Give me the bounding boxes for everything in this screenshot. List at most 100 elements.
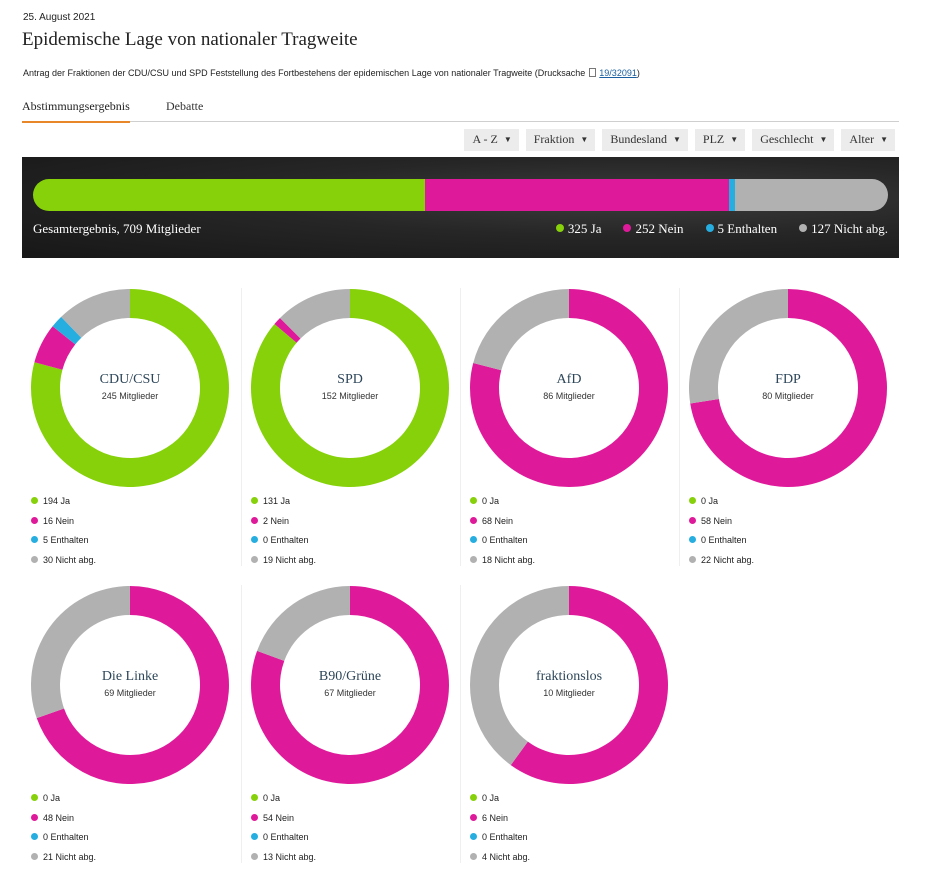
donut-slice-enthalten: [52, 316, 82, 345]
legend-item-nein: 68 Nein: [470, 512, 535, 532]
legend-text-nicht: 19 Nicht abg.: [263, 554, 317, 565]
legend-item-enthalten: 0 Enthalten: [689, 531, 754, 551]
total-legend: 325 Ja 252 Nein 5 Enthalten 127 Nicht ab…: [555, 221, 888, 237]
legend-text-nicht: 13 Nicht abg.: [263, 851, 317, 862]
nicht-dot: [251, 852, 258, 860]
tab-debatte[interactable]: Debatte: [166, 99, 204, 113]
faction-name: fraktionslos: [535, 669, 603, 684]
enthalten-dot: [470, 536, 477, 543]
legend-item-enthalten: 0 Enthalten: [470, 828, 530, 848]
legend-item-ja: 0 Ja: [470, 789, 530, 809]
filter-bundesland[interactable]: Bundesland ▼: [602, 129, 688, 151]
legend-item-nicht: 13 Nicht abg.: [251, 848, 316, 868]
legend-item-nicht: 19 Nicht abg.: [251, 551, 316, 571]
filter-geschlecht[interactable]: Geschlecht ▼: [752, 129, 835, 151]
legend-item-nicht: 30 Nicht abg.: [31, 551, 96, 571]
enthalten-dot: [31, 833, 38, 840]
chevron-down-icon: ▼: [503, 135, 512, 144]
legend-item-enthalten: 0 Enthalten: [470, 531, 535, 551]
legend-item-nicht: 18 Nicht abg.: [470, 551, 535, 571]
faction-legend: 0 Ja 68 Nein 0 Enthalten 18 Nicht abg.: [470, 492, 535, 570]
donut-slice-nicht: [473, 289, 569, 371]
donut-slice-ja: [250, 289, 449, 487]
total-legend-nein: 252 Nein: [623, 221, 684, 237]
ja-dot: [689, 497, 696, 504]
legend-text-ja: 0 Ja: [482, 496, 500, 506]
faction-donut: [470, 586, 668, 784]
faction-card[interactable]: FDP 80 Mitglieder 0 Ja 58 Nein 0 Enthalten 22…: [679, 288, 898, 566]
donut-slice-nein: [510, 586, 668, 784]
ja-dot: [555, 224, 564, 232]
donut-slice-nein: [690, 289, 887, 487]
faction-members: 10 Mitglieder: [543, 688, 595, 698]
donut-slice-nein: [36, 586, 229, 784]
legend-text-nicht: 30 Nicht abg.: [43, 554, 97, 565]
legend-item-ja: 194 Ja: [31, 492, 96, 512]
vote-date: 25. August 2021: [23, 12, 96, 23]
faction-card[interactable]: B90/Grüne 67 Mitglieder 0 Ja 54 Nein 0 Entha…: [241, 585, 460, 863]
legend-item-enthalten: 0 Enthalten: [251, 828, 316, 848]
legend-item-enthalten: 0 Enthalten: [251, 531, 316, 551]
faction-legend: 0 Ja 54 Nein 0 Enthalten 13 Nicht abg.: [251, 789, 316, 867]
faction-members: 245 Mitglieder: [101, 391, 159, 401]
donut-slice-nein: [34, 326, 76, 370]
total-enthalten-text: 5 Enthalten: [717, 221, 778, 236]
legend-text-ja: 0 Ja: [263, 793, 281, 803]
nicht-dot: [470, 555, 477, 563]
faction-name: B90/Grüne: [318, 669, 382, 684]
ja-dot: [31, 794, 38, 801]
donut-slice-nicht: [279, 289, 350, 339]
donut-slice-nein: [251, 586, 449, 784]
total-legend-nicht: 127 Nicht abg.: [799, 221, 888, 237]
page-title: Epidemische Lage von nationaler Tragweit…: [22, 29, 358, 50]
chevron-down-icon: ▼: [730, 135, 739, 144]
faction-card[interactable]: SPD 152 Mitglieder 131 Ja 2 Nein 0 Enthalten…: [241, 288, 460, 566]
donut-slice-nicht: [689, 289, 788, 404]
legend-item-ja: 131 Ja: [251, 492, 316, 512]
ja-dot: [251, 497, 258, 504]
nicht-dot: [251, 555, 258, 563]
legend-item-nicht: 4 Nicht abg.: [470, 848, 530, 868]
filter-a-z[interactable]: A - Z ▼: [464, 129, 519, 151]
nicht-dot: [689, 555, 696, 563]
faction-name: SPD: [337, 372, 363, 387]
legend-item-nicht: 21 Nicht abg.: [31, 848, 96, 868]
faction-card[interactable]: Die Linke 69 Mitglieder 0 Ja 48 Nein 0 Entha…: [22, 585, 240, 863]
faction-donut: [30, 289, 230, 487]
faction-card[interactable]: AfD 86 Mitglieder 0 Ja 68 Nein 0 Enthalten 18…: [460, 288, 679, 566]
legend-item-nein: 2 Nein: [251, 512, 316, 532]
total-bar-segment-enthalten: [728, 179, 735, 211]
filter-fraktion[interactable]: Fraktion ▼: [525, 129, 596, 151]
nein-dot: [251, 516, 258, 524]
total-result-banner: Gesamtergebnis, 709 Mitglieder 325 Ja 25…: [22, 157, 899, 258]
faction-name: AfD: [556, 372, 582, 387]
legend-text-enthalten: 0 Enthalten: [263, 535, 309, 545]
tab-abstimmungsergebnis[interactable]: Abstimmungsergebnis: [22, 99, 130, 123]
chevron-down-icon: ▼: [580, 135, 589, 144]
enthalten-dot: [705, 224, 714, 232]
enthalten-dot: [31, 536, 38, 543]
legend-item-nein: 54 Nein: [251, 809, 316, 829]
faction-donut: [30, 586, 229, 784]
faction-donut: [470, 289, 668, 487]
legend-item-ja: 0 Ja: [251, 789, 316, 809]
ja-dot: [470, 794, 477, 801]
nein-dot: [31, 813, 38, 821]
legend-text-nicht: 4 Nicht abg.: [482, 851, 531, 862]
drucksache-link[interactable]: 19/32091: [599, 68, 637, 78]
legend-text-nein: 54 Nein: [263, 812, 295, 823]
legend-text-ja: 0 Ja: [701, 496, 719, 506]
faction-card[interactable]: fraktionslos 10 Mitglieder 0 Ja 6 Nein 0 Ent…: [460, 585, 679, 863]
faction-members: 80 Mitglieder: [762, 391, 814, 401]
chevron-down-icon: ▼: [880, 135, 888, 144]
faction-card[interactable]: CDU/CSU 245 Mitglieder 194 Ja 16 Nein 5 Enth…: [22, 288, 240, 566]
nein-dot: [31, 516, 38, 524]
faction-members: 69 Mitglieder: [104, 688, 156, 698]
donut-slice-ja: [30, 289, 230, 487]
filter-alter[interactable]: Alter ▼: [841, 129, 895, 151]
filter-alter-label: Alter: [849, 132, 875, 146]
filter-plz[interactable]: PLZ ▼: [694, 129, 746, 151]
faction-legend: 0 Ja 48 Nein 0 Enthalten 21 Nicht abg.: [31, 789, 96, 867]
legend-text-ja: 131 Ja: [263, 496, 291, 506]
nicht-dot: [799, 224, 808, 232]
